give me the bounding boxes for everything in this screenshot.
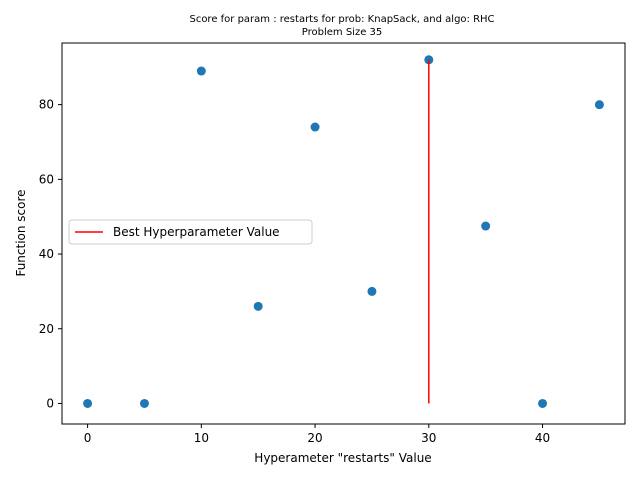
chart-title-line2: Problem Size 35 xyxy=(302,27,383,38)
y-tick-label: 80 xyxy=(39,98,54,112)
chart-marks xyxy=(83,55,604,408)
x-tick-label: 20 xyxy=(307,431,322,445)
x-tick-label: 0 xyxy=(84,431,92,445)
x-axis-label: Hyperameter "restarts" Value xyxy=(254,451,431,465)
legend-label: Best Hyperparameter Value xyxy=(113,225,280,239)
scatter-point xyxy=(481,221,491,231)
scatter-point xyxy=(594,100,604,110)
x-tick-label: 30 xyxy=(421,431,436,445)
y-tick-label: 60 xyxy=(39,172,54,186)
scatter-point xyxy=(139,398,149,408)
y-tick-label: 0 xyxy=(46,396,54,410)
scatter-point xyxy=(196,66,206,76)
legend: Best Hyperparameter Value xyxy=(68,219,313,245)
scatter-point xyxy=(538,398,548,408)
y-tick-label: 40 xyxy=(39,247,54,261)
chart-title-line1: Score for param : restarts for prob: Kna… xyxy=(189,14,494,25)
y-tick-label: 20 xyxy=(39,322,54,336)
x-tick-label: 10 xyxy=(194,431,209,445)
scatter-point xyxy=(253,301,263,311)
scatter-point xyxy=(83,398,93,408)
legend-box xyxy=(68,219,313,245)
y-axis-label: Function score xyxy=(14,189,28,276)
x-tick-label: 40 xyxy=(535,431,550,445)
x-axis-ticks: 0 10 20 30 40 xyxy=(84,424,550,445)
scatter-point xyxy=(367,286,377,296)
y-axis-ticks: 0 20 40 60 80 xyxy=(39,98,62,410)
scatter-point xyxy=(310,122,320,132)
plot-frame xyxy=(61,42,626,425)
